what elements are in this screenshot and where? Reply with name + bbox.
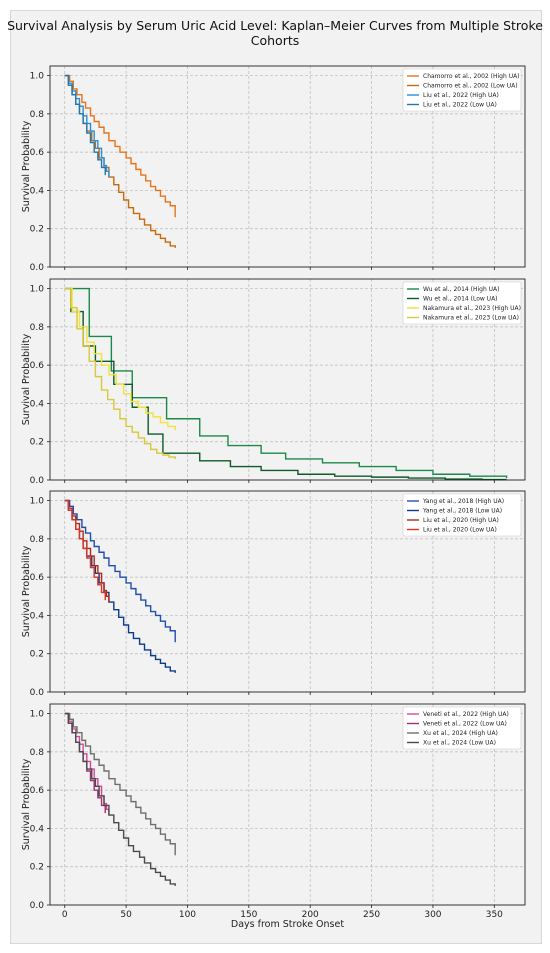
x-tick-label: 300 <box>424 910 441 920</box>
panel-4: 0.0 0.2 0.4 0.6 0.8 1.0 Survival Probability Ve… <box>21 703 526 911</box>
series-line <box>64 74 110 178</box>
panel-3: 0.0 0.2 0.4 0.6 0.8 1.0 Survival Probability Ya… <box>21 490 526 698</box>
y-tick-label: 0.6 <box>30 148 45 158</box>
legend-entry: Chamorro et al., 2002 (High UA) <box>423 73 520 80</box>
legend: Wu et al., 2014 (High UA) Wu et al., 2014… <box>402 281 522 325</box>
legend-entry: Liu et al., 2022 (Low UA) <box>423 102 497 109</box>
legend-entry: Yang et al., 2018 (High UA) <box>422 498 504 505</box>
x-tick-label: 250 <box>363 910 380 920</box>
legend: Yang et al., 2018 (High UA) Yang et al., … <box>402 493 522 537</box>
y-tick-label: 0.2 <box>30 863 44 873</box>
series-line <box>64 287 508 479</box>
x-tick-label: 50 <box>120 910 132 920</box>
series-line <box>64 287 176 431</box>
series-line <box>64 74 176 218</box>
legend: Veneti et al., 2022 (High UA) Veneti et a… <box>402 706 522 750</box>
legend-entry: Liu et al., 2020 (Low UA) <box>423 527 497 534</box>
x-tick-label: 150 <box>240 910 257 920</box>
y-tick-label: 0.4 <box>30 824 45 834</box>
y-tick-label: 0.6 <box>30 361 45 371</box>
legend-entry: Xu et al., 2024 (Low UA) <box>423 740 496 747</box>
y-tick-label: 0.4 <box>30 611 45 621</box>
y-tick-label: 0.0 <box>30 476 45 486</box>
plot-border <box>49 703 526 906</box>
y-tick-label: 0.8 <box>30 323 45 333</box>
y-tick-label: 0.6 <box>30 573 45 583</box>
legend-entry: Chamorro et al., 2002 (Low UA) <box>423 83 518 90</box>
series-line <box>64 74 106 176</box>
x-tick-label: 350 <box>486 910 503 920</box>
y-tick-label: 1.0 <box>30 285 45 295</box>
series-line <box>64 287 176 459</box>
legend-entry: Liu et al., 2022 (High UA) <box>423 92 499 99</box>
y-tick-label: 0.2 <box>30 438 44 448</box>
legend: Chamorro et al., 2002 (High UA) Chamorro … <box>402 68 522 112</box>
y-axis-label: Survival Probability <box>21 120 32 212</box>
y-tick-label: 1.0 <box>30 72 45 82</box>
y-tick-label: 1.0 <box>30 497 45 507</box>
y-tick-label: 0.6 <box>30 786 45 796</box>
legend-entry: Nakamura et al., 2023 (Low UA) <box>423 315 519 322</box>
legend-entry: Nakamura et al., 2023 (High UA) <box>423 305 521 312</box>
series-line <box>64 499 106 601</box>
legend-box <box>402 493 522 537</box>
legend-entry: Wu et al., 2014 (High UA) <box>423 286 500 293</box>
legend-entry: Veneti et al., 2022 (High UA) <box>423 711 509 718</box>
legend-entry: Wu et al., 2014 (Low UA) <box>423 296 498 303</box>
y-tick-label: 0.4 <box>30 399 45 409</box>
legend-box <box>402 68 522 112</box>
y-tick-label: 0.0 <box>30 901 45 911</box>
series-line <box>64 499 176 643</box>
y-axis-label: Survival Probability <box>21 545 32 637</box>
x-tick-label: 0 <box>62 910 68 920</box>
legend-entry: Veneti et al., 2022 (Low UA) <box>423 721 507 728</box>
legend-entry: Xu et al., 2024 (High UA) <box>423 730 498 737</box>
legend-entry: Yang et al., 2018 (Low UA) <box>422 508 502 515</box>
y-tick-label: 0.0 <box>30 688 45 698</box>
panel-1: 0.0 0.2 0.4 0.6 0.8 1.0 Survival Probability Ch… <box>21 65 526 273</box>
series-line <box>64 712 176 886</box>
plot-border <box>49 278 526 481</box>
x-tick-label: 100 <box>179 910 196 920</box>
x-tick-label: 200 <box>302 910 319 920</box>
y-tick-label: 1.0 <box>30 710 45 720</box>
y-axis-label: Survival Probability <box>21 758 32 850</box>
y-tick-label: 0.2 <box>30 650 44 660</box>
y-tick-label: 0.8 <box>30 748 45 758</box>
plot-border <box>49 490 526 693</box>
x-axis-label: Days from Stroke Onset <box>231 919 344 930</box>
legend-box <box>402 281 522 325</box>
y-tick-label: 0.8 <box>30 110 45 120</box>
y-axis-label: Survival Probability <box>21 333 32 425</box>
panel-2: 0.0 0.2 0.4 0.6 0.8 1.0 Survival Probability Wu… <box>21 278 526 486</box>
figure-title: Survival Analysis by Serum Uric Acid Lev… <box>7 18 543 48</box>
legend-box <box>402 706 522 750</box>
series-line <box>64 499 110 603</box>
y-tick-label: 0.8 <box>30 535 45 545</box>
y-tick-label: 0.0 <box>30 263 45 273</box>
plot-border <box>49 65 526 268</box>
y-tick-label: 0.4 <box>30 186 45 196</box>
series-line <box>64 712 176 856</box>
legend-entry: Liu et al., 2020 (High UA) <box>423 517 499 524</box>
y-tick-label: 0.2 <box>30 225 44 235</box>
